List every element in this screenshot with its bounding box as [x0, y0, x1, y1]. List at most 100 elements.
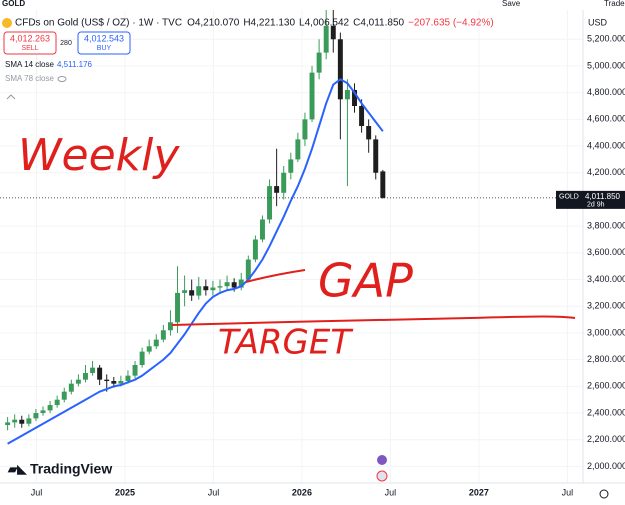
sell-price: 4,012.263	[10, 33, 50, 43]
candle-body	[160, 330, 166, 340]
trade-button[interactable]: Trade	[604, 0, 625, 8]
quote-low: L4,006.542	[299, 18, 349, 29]
last-price-label: 4,011.850	[585, 192, 621, 201]
candle-body	[196, 286, 202, 296]
save-button[interactable]: Save	[502, 0, 521, 8]
candle-body	[316, 52, 322, 73]
currency[interactable]: USD	[588, 17, 608, 27]
candle-body	[104, 379, 110, 382]
annotation: GAP	[318, 254, 413, 308]
x-tick-label: Jul	[208, 487, 220, 497]
y-tick-label: 3,000.000	[587, 327, 625, 337]
last-price-tag	[556, 190, 625, 209]
candle-body	[182, 290, 188, 293]
indicator-name: SMA 78 close	[5, 74, 54, 83]
candle-body	[175, 292, 180, 323]
plot	[0, 0, 583, 445]
candle-body	[373, 139, 379, 173]
annotation: TARGET	[218, 323, 353, 363]
x-tick-label: Jul	[31, 487, 43, 497]
quote-change: −207.635 (−4.92%)	[408, 18, 494, 29]
candle-body	[252, 239, 258, 260]
y-tick-label: 2,000.000	[587, 461, 625, 471]
collapse-icon[interactable]	[6, 94, 16, 100]
y-tick-label: 2,200.000	[587, 434, 625, 444]
sma-line	[7, 78, 384, 445]
candle-body	[19, 419, 25, 424]
candle-body	[224, 282, 230, 287]
candle-body	[288, 159, 294, 173]
candle-body	[302, 119, 308, 140]
candle-body	[83, 372, 88, 380]
candle-body	[203, 286, 209, 291]
symbol-icon	[2, 18, 12, 28]
visibility-icon[interactable]	[57, 76, 67, 82]
y-tick-label: 3,400.000	[587, 274, 625, 284]
candle-body	[352, 89, 357, 106]
y-tick-label: 2,800.000	[587, 354, 625, 364]
candle-body	[366, 126, 372, 140]
candle-body	[111, 381, 117, 384]
symbol-tab[interactable]: GOLD	[2, 0, 25, 8]
candle-body	[12, 419, 18, 423]
chart-title: CFDs on Gold (US$ / OZ) · 1W · TVC	[15, 18, 182, 29]
candle-body	[139, 351, 145, 365]
buy-box[interactable]	[77, 31, 131, 55]
candle-body	[337, 39, 343, 100]
y-tick-label: 4,800.000	[587, 87, 625, 97]
candle-body	[33, 413, 39, 419]
toolbar	[0, 0, 625, 10]
candle-body	[344, 89, 350, 100]
candle-body	[26, 418, 32, 424]
candle-body	[40, 410, 46, 414]
quote-high: H4,221.130	[243, 18, 295, 29]
candle-body	[259, 219, 265, 240]
x-tick-label: 2027	[469, 487, 489, 497]
y-tick-label: 3,200.000	[587, 301, 625, 311]
candle-body	[274, 186, 280, 193]
settings-icon[interactable]	[599, 489, 609, 499]
y-tick-label: 2,600.000	[587, 381, 625, 391]
candle-body	[47, 405, 53, 411]
candle-body	[210, 287, 216, 291]
candle-body	[267, 186, 273, 220]
candle-body	[323, 25, 329, 53]
indicator-name: SMA 14 close	[5, 60, 54, 69]
y-tick-label: 3,600.000	[587, 247, 625, 257]
x-tick-label: Jul	[562, 487, 574, 497]
candle-body	[281, 172, 287, 193]
candle-body	[118, 381, 124, 384]
x-tick-label: 2025	[115, 487, 135, 497]
indicator-value: 4,511.176	[57, 60, 93, 69]
quote-open: O4,210.070	[187, 18, 240, 29]
quote-close: C4,011.850	[353, 18, 404, 29]
candle-body	[90, 367, 96, 373]
candle-body	[238, 279, 244, 288]
logo-mark: ▰◣	[7, 462, 27, 476]
candle-body	[309, 72, 315, 120]
y-tick-label: 4,200.000	[587, 167, 625, 177]
candle-body	[231, 282, 237, 288]
event-icon[interactable]	[377, 455, 387, 465]
event-icon[interactable]	[376, 470, 388, 482]
candle-body	[97, 367, 103, 380]
annotation: Weekly	[18, 130, 180, 181]
candle-body	[359, 105, 365, 127]
buy-price: 4,012.543	[84, 33, 124, 43]
candle-body	[68, 383, 74, 392]
x-tick-label: 2026	[292, 487, 312, 497]
candle-body	[125, 375, 131, 382]
countdown: 2d 9h	[587, 202, 605, 209]
y-tick-label: 2,400.000	[587, 407, 625, 417]
candle-body	[167, 322, 173, 331]
y-tick-label: 4,600.000	[587, 114, 625, 124]
buy-label: BUY	[97, 45, 112, 52]
candle-body	[146, 346, 152, 352]
candle-body	[61, 391, 67, 400]
gap-line	[245, 269, 306, 283]
axes: 2,000.000 2,200.000 2,400.000 2,600.000 2,80…	[31, 34, 625, 498]
sell-box[interactable]	[3, 31, 57, 55]
candle-body	[153, 339, 159, 347]
candle-body	[330, 25, 336, 40]
